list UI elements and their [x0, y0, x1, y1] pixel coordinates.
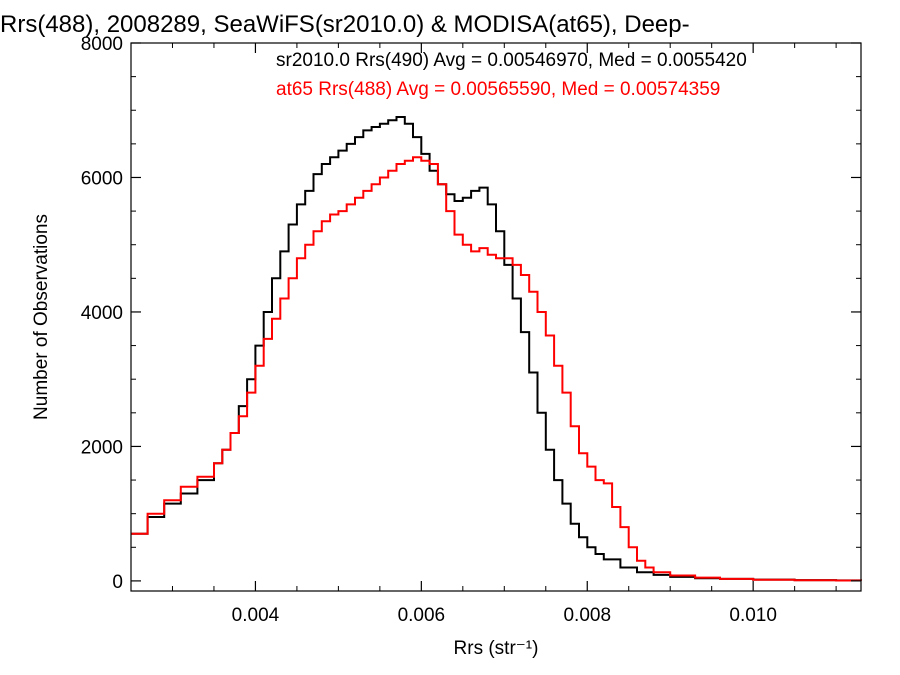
legend-entry-red: at65 Rrs(488) Avg = 0.00565590, Med = 0.…: [276, 79, 720, 100]
chart-title: Rrs(488), 2008289, SeaWiFS(sr2010.0) & M…: [0, 11, 690, 38]
plot-frame: [130, 42, 862, 592]
series-line-black: [131, 116, 862, 582]
y-tick-label: 2000: [81, 437, 123, 458]
x-tick-label: 0.006: [398, 605, 446, 626]
y-tick-label: 8000: [81, 34, 123, 55]
series-layer: [131, 116, 862, 582]
y-tick-label: 6000: [81, 168, 123, 189]
y-tick-label: 0: [112, 572, 123, 593]
legend-entry-black: sr2010.0 Rrs(490) Avg = 0.00546970, Med …: [276, 50, 747, 71]
series-line-red: [131, 156, 862, 582]
x-tick-label: 0.008: [563, 605, 611, 626]
x-tick-label: 0.004: [232, 605, 280, 626]
y-axis-label: Number of Observations: [31, 214, 52, 420]
x-tick-label: 0.010: [729, 605, 777, 626]
x-axis-label: Rrs (str⁻¹): [454, 638, 539, 659]
plot-area: 0.004 0.006 0.008 0.010 0 2000 4000 6000 8000: [81, 34, 862, 626]
ticks-layer: 0.004 0.006 0.008 0.010 0 2000 4000 6000 8000: [81, 34, 861, 626]
y-tick-label: 4000: [81, 303, 123, 324]
